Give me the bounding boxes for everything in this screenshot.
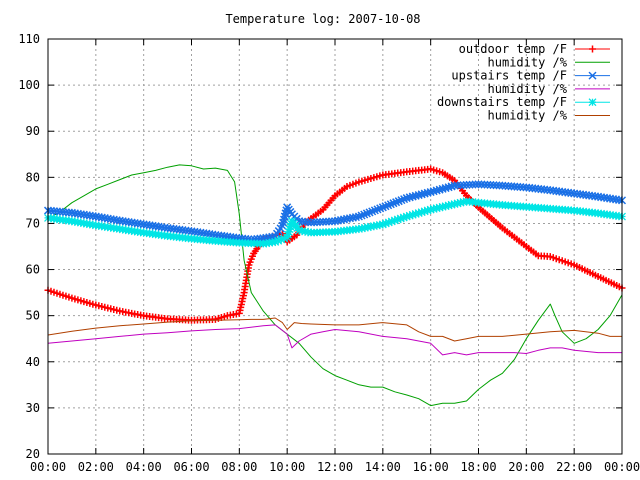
- y-tick-label: 70: [26, 216, 40, 230]
- data-point: [435, 203, 444, 212]
- data-point: [283, 233, 292, 242]
- data-point: [408, 210, 417, 219]
- data-point: [271, 237, 280, 246]
- y-tick-label: 20: [26, 447, 40, 461]
- x-tick-label: 00:00: [30, 460, 66, 474]
- y-tick-label: 30: [26, 401, 40, 415]
- data-point: [405, 211, 414, 220]
- x-tick-label: 04:00: [126, 460, 162, 474]
- chart-title: Temperature log: 2007-10-08: [225, 12, 420, 26]
- y-tick-label: 90: [26, 124, 40, 138]
- series-4: [44, 197, 626, 248]
- data-point: [284, 227, 293, 236]
- legend-label: outdoor temp /F: [459, 42, 567, 56]
- x-tick-label: 08:00: [221, 460, 257, 474]
- y-tick-label: 60: [26, 263, 40, 277]
- legend-label: humidity /%: [488, 82, 568, 96]
- series-line: [47, 164, 623, 407]
- data-point: [396, 214, 405, 223]
- data-point: [109, 215, 118, 224]
- series-layer: [43, 164, 627, 407]
- x-tick-label: 14:00: [365, 460, 401, 474]
- data-point: [456, 198, 465, 207]
- data-point: [423, 206, 432, 215]
- data-point: [444, 201, 453, 210]
- data-point: [411, 209, 420, 218]
- data-point: [284, 230, 292, 239]
- data-point: [429, 204, 438, 213]
- data-point: [393, 215, 402, 224]
- data-point: [384, 218, 393, 227]
- data-point: [106, 215, 115, 224]
- data-point: [399, 213, 408, 222]
- series-line: [47, 317, 622, 342]
- x-tick-label: 10:00: [269, 460, 305, 474]
- data-point: [417, 208, 426, 217]
- data-point: [336, 215, 346, 225]
- series-5: [47, 317, 622, 342]
- x-tick-label: 20:00: [508, 460, 544, 474]
- x-tick-label: 02:00: [78, 460, 114, 474]
- y-tick-label: 40: [26, 355, 40, 369]
- data-point: [414, 209, 423, 218]
- data-point: [381, 219, 390, 228]
- x-tick-label: 22:00: [556, 460, 592, 474]
- x-tick-label: 00:00: [604, 460, 640, 474]
- legend-label: humidity /%: [488, 109, 568, 123]
- data-point: [330, 217, 340, 226]
- data-point: [390, 216, 399, 225]
- data-point: [459, 198, 468, 206]
- data-point: [91, 212, 100, 221]
- ticks: 00:00 02:00 04:00 06:00 08:00 10:00 12:00 14:00…: [18, 32, 640, 474]
- y-tick-label: 110: [18, 32, 40, 46]
- data-point: [438, 202, 447, 211]
- y-tick-label: 80: [26, 170, 40, 184]
- data-point: [342, 214, 351, 223]
- data-point: [351, 213, 360, 222]
- data-point: [285, 225, 294, 234]
- data-point: [378, 220, 387, 229]
- data-point: [387, 217, 396, 226]
- y-tick-label: 50: [26, 309, 40, 323]
- data-point: [402, 212, 411, 221]
- data-point: [339, 215, 348, 224]
- data-point: [280, 234, 289, 243]
- data-point: [453, 199, 462, 208]
- legend-marker: [588, 98, 597, 107]
- legend-label: humidity /%: [488, 55, 568, 69]
- x-tick-label: 06:00: [173, 460, 209, 474]
- series-1: [47, 164, 623, 407]
- data-point: [471, 180, 480, 189]
- x-tick-label: 16:00: [413, 460, 449, 474]
- data-point: [426, 205, 435, 214]
- data-point: [94, 213, 103, 222]
- legend-label: upstairs temp /F: [451, 69, 567, 83]
- legend-marker: [589, 45, 596, 53]
- data-point: [333, 216, 343, 225]
- legend-marker: [588, 71, 597, 80]
- data-point: [97, 213, 106, 222]
- data-point: [450, 200, 459, 209]
- x-tick-label: 18:00: [460, 460, 496, 474]
- x-tick-label: 12:00: [317, 460, 353, 474]
- data-point: [348, 213, 357, 222]
- data-point: [103, 214, 112, 223]
- series-line: [47, 324, 622, 356]
- data-point: [614, 195, 624, 204]
- data-point: [447, 200, 456, 209]
- series-3: [47, 324, 622, 356]
- data-point: [304, 218, 313, 227]
- y-tick-label: 100: [18, 78, 40, 92]
- legend-label: downstairs temp /F: [437, 95, 567, 109]
- data-point: [345, 214, 354, 223]
- data-point: [274, 236, 283, 245]
- data-point: [420, 207, 429, 216]
- data-point: [441, 202, 450, 211]
- data-point: [277, 235, 286, 244]
- data-point: [100, 214, 109, 223]
- data-point: [432, 204, 441, 213]
